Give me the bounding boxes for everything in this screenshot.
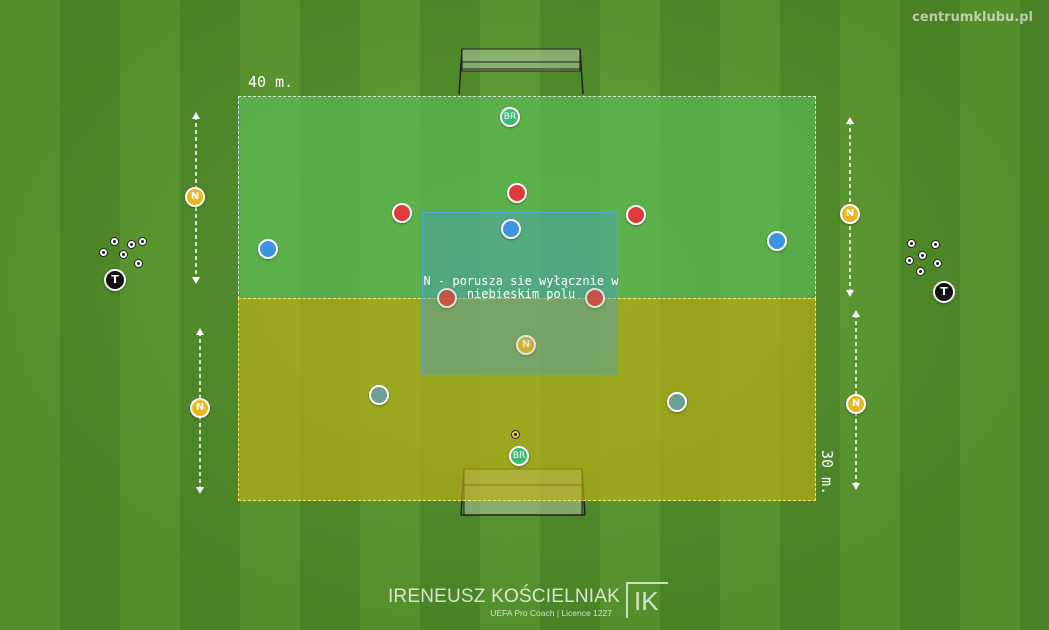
- ball-icon: [932, 258, 942, 268]
- neutral-player-center: N: [516, 335, 536, 355]
- ball-icon: [118, 249, 128, 259]
- zone-yellow: [238, 298, 816, 501]
- height-dimension-label: 30 m.: [818, 450, 836, 496]
- ball-icon: [133, 258, 143, 268]
- author-name: IRENEUSZ KOŚCIELNIAK: [387, 586, 620, 607]
- teal-player: [667, 392, 687, 412]
- coach-right: T: [933, 281, 955, 303]
- zone-green: [238, 96, 816, 299]
- zone-blue-label: N - porusza sie wyłącznie w niebieskim p…: [423, 274, 619, 301]
- arrow-left-upper: [192, 112, 200, 284]
- blue-player: [501, 219, 521, 239]
- neutral-player-left-lower: N: [190, 398, 210, 418]
- goalkeeper-bottom: BR: [509, 446, 529, 466]
- ball-icon: [930, 239, 940, 249]
- red-player: [437, 288, 457, 308]
- ball-icon: [917, 250, 927, 260]
- author-logo-text: IK: [634, 586, 659, 616]
- ball-icon: [510, 429, 520, 439]
- neutral-player-left-upper: N: [185, 187, 205, 207]
- author-logo: IK: [626, 582, 668, 618]
- author-subtitle: UEFA Pro Coach | Licence 1227: [490, 608, 612, 618]
- red-player: [392, 203, 412, 223]
- ball-icon: [915, 266, 925, 276]
- ball-icon: [137, 236, 147, 246]
- neutral-player-right-upper: N: [840, 204, 860, 224]
- red-player: [507, 183, 527, 203]
- coach-left: T: [104, 269, 126, 291]
- ball-icon: [109, 236, 119, 246]
- red-player: [585, 288, 605, 308]
- ball-icon: [904, 255, 914, 265]
- ball-icon: [98, 247, 108, 257]
- goal-top: [458, 48, 584, 95]
- blue-player: [767, 231, 787, 251]
- watermark: centrumklubu.pl: [912, 10, 1033, 25]
- ball-icon: [906, 238, 916, 248]
- red-player: [626, 205, 646, 225]
- teal-player: [369, 385, 389, 405]
- neutral-player-right-lower: N: [846, 394, 866, 414]
- goalkeeper-top: BR: [500, 107, 520, 127]
- blue-player: [258, 239, 278, 259]
- ball-icon: [126, 239, 136, 249]
- width-dimension-label: 40 m.: [248, 73, 294, 91]
